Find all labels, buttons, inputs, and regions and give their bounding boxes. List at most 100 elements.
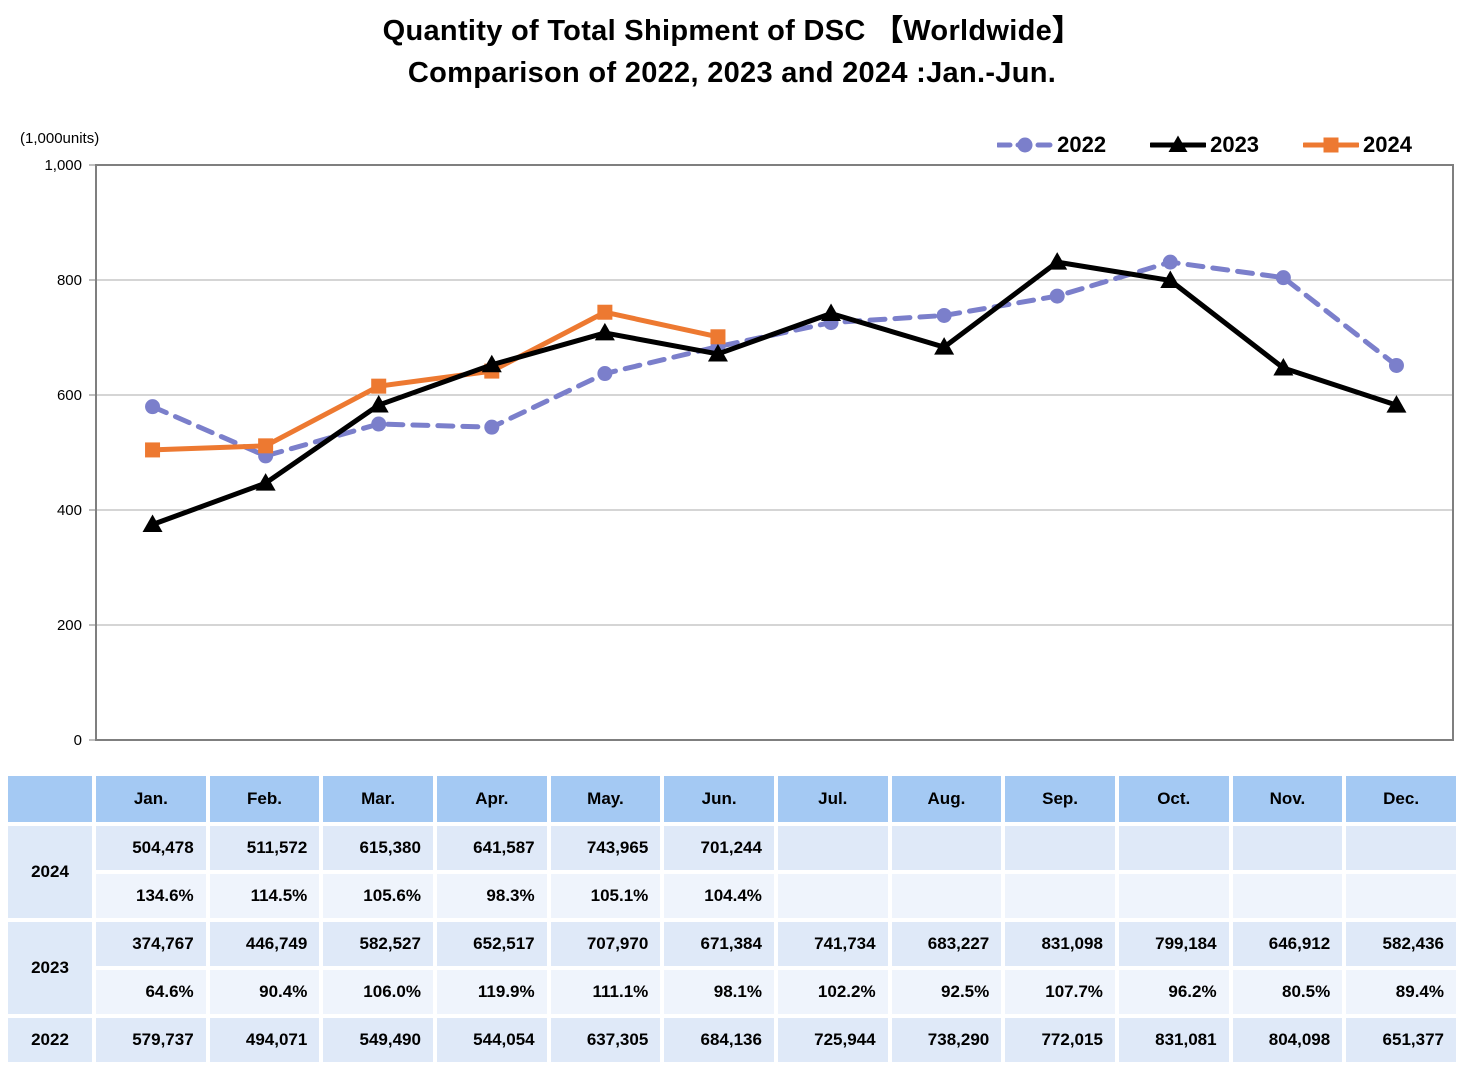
cell-2023-units-aug: 683,227: [891, 922, 1002, 966]
cell-2023-units-dec: 582,436: [1346, 922, 1456, 966]
col-header-jul: Jul.: [777, 776, 888, 822]
triangle-marker: [255, 473, 276, 491]
cell-2023-units-mar: 582,527: [323, 922, 433, 966]
chart-title-line2: Comparison of 2022, 2023 and 2024 :Jan.-…: [407, 57, 1057, 90]
legend-label-2023: 2023: [1210, 132, 1260, 157]
cell-2023-pct-mar: 106.0%: [323, 970, 433, 1014]
triangle-marker: [1273, 358, 1294, 376]
cell-2024-units-dec: [1346, 826, 1456, 870]
table-corner-cell: [8, 776, 92, 822]
col-header-oct: Oct.: [1118, 776, 1229, 822]
circle-marker: [936, 307, 952, 323]
cell-2024-units-nov: [1232, 826, 1343, 870]
cell-2022-units-sep: 772,015: [1005, 1018, 1115, 1062]
cell-2022-units-mar: 549,490: [323, 1018, 433, 1062]
cell-2024-units-jan: 504,478: [96, 826, 206, 870]
cell-2023-pct-may: 111.1%: [550, 970, 661, 1014]
data-table: Jan. Feb. Mar. Apr. May. Jun. Jul. Aug. Sep. Oct.…: [4, 772, 1460, 1066]
chart-title-line1: Quantity of Total Shipment of DSC 【World…: [382, 15, 1082, 47]
cell-2023-pct-nov: 80.5%: [1232, 970, 1343, 1014]
col-header-nov: Nov.: [1232, 776, 1343, 822]
col-header-aug: Aug.: [891, 776, 1002, 822]
circle-marker: [597, 366, 613, 382]
cell-2023-pct-feb: 90.4%: [209, 970, 320, 1014]
cell-2023-pct-oct: 96.2%: [1118, 970, 1229, 1014]
cell-2024-pct-jan: 134.6%: [96, 874, 206, 918]
series-2023: [142, 252, 1407, 533]
y-axis-tick-label: 400: [57, 502, 82, 519]
cell-2023-pct-jul: 102.2%: [777, 970, 888, 1014]
circle-marker: [1388, 357, 1404, 373]
cell-2022-units-jun: 684,136: [664, 1018, 774, 1062]
cell-2024-pct-apr: 98.3%: [436, 874, 547, 918]
cell-2024-pct-oct: [1118, 874, 1229, 918]
cell-2024-units-mar: 615,380: [323, 826, 433, 870]
cell-2023-units-nov: 646,912: [1232, 922, 1343, 966]
col-header-dec: Dec.: [1346, 776, 1456, 822]
circle-marker: [1275, 270, 1291, 286]
y-axis-tick-label: 0: [74, 732, 82, 749]
legend-label-2024: 2024: [1363, 132, 1412, 157]
col-header-jan: Jan.: [96, 776, 206, 822]
cell-2024-units-oct: [1118, 826, 1229, 870]
y-axis-tick-label: 800: [57, 272, 82, 289]
series-2022: [145, 254, 1404, 464]
series-line-2023: [150, 259, 1399, 528]
cell-2022-units-feb: 494,071: [209, 1018, 320, 1062]
cell-2023-pct-sep: 107.7%: [1005, 970, 1115, 1014]
chart-legend: 2022 2023 2024: [997, 132, 1412, 158]
triangle-marker: [1160, 270, 1181, 288]
cell-2024-units-feb: 511,572: [209, 826, 320, 870]
chart-area: (1,000units) 2022 2023 2024 0 200 400 600 800 1…: [0, 118, 1464, 778]
square-marker: [710, 329, 726, 345]
cell-2022-units-jul: 725,944: [777, 1018, 888, 1062]
cell-2023-units-oct: 799,184: [1118, 922, 1229, 966]
col-header-mar: Mar.: [323, 776, 433, 822]
triangle-marker: [368, 395, 389, 413]
y-axis-tick-label: 1,000: [44, 157, 82, 174]
circle-marker: [1049, 288, 1065, 304]
cell-2024-pct-feb: 114.5%: [209, 874, 320, 918]
cell-2024-units-sep: [1005, 826, 1115, 870]
plot-border: [95, 164, 1454, 741]
triangle-marker: [707, 343, 728, 362]
table-row-2024-units: 2024 504,478 511,572 615,380 641,587 743,965 7…: [8, 826, 1456, 918]
cell-2022-units-dec: 651,377: [1346, 1018, 1456, 1062]
legend-item-2023: 2023: [1150, 132, 1259, 158]
legend-item-2024: 2024: [1303, 132, 1412, 158]
cell-2024-units-may: 743,965: [550, 826, 661, 870]
square-marker: [371, 378, 387, 394]
circle-marker: [371, 416, 387, 432]
series-line-2022: [150, 259, 1399, 459]
cell-2024-pct-nov: [1232, 874, 1343, 918]
table-body: 2024 504,478 511,572 615,380 641,587 743,965 7…: [8, 826, 1456, 1062]
triangle-marker: [142, 514, 163, 533]
cell-2023-pct-aug: 92.5%: [891, 970, 1002, 1014]
y-axis-tick-label: 200: [57, 617, 82, 634]
cell-2023-pct-apr: 119.9%: [436, 970, 547, 1014]
triangle-marker: [1386, 395, 1407, 413]
legend-circle-marker-icon: [997, 137, 1054, 153]
legend-item-2022: 2022: [997, 132, 1106, 158]
triangle-marker: [594, 322, 615, 341]
cell-2023-units-jun: 671,384: [664, 922, 774, 966]
cell-2023-pct-jun: 98.1%: [664, 970, 774, 1014]
cell-2024-units-apr: 641,587: [436, 826, 547, 870]
cell-2023-units-apr: 652,517: [436, 922, 547, 966]
col-header-may: May.: [550, 776, 661, 822]
circle-marker: [145, 399, 161, 415]
legend-square-marker-icon: [1303, 137, 1360, 153]
cell-2024-pct-sep: [1005, 874, 1115, 918]
series-line-2024: [150, 309, 721, 453]
cell-2022-units-apr: 544,054: [436, 1018, 547, 1062]
shipment-line-chart: 0 200 400 600 800 1,000: [44, 157, 1454, 749]
square-marker: [597, 304, 613, 320]
col-header-jun: Jun.: [664, 776, 774, 822]
cell-2024-pct-jun: 104.4%: [664, 874, 774, 918]
row-label-2022: 2022: [8, 1018, 92, 1062]
circle-marker: [484, 419, 500, 435]
table-row-2022-units: 2022 579,737 494,071 549,490 544,054 637,305 6…: [8, 1018, 1456, 1062]
cell-2023-units-sep: 831,098: [1005, 922, 1115, 966]
triangle-marker: [934, 337, 955, 355]
cell-2022-units-aug: 738,290: [891, 1018, 1002, 1062]
